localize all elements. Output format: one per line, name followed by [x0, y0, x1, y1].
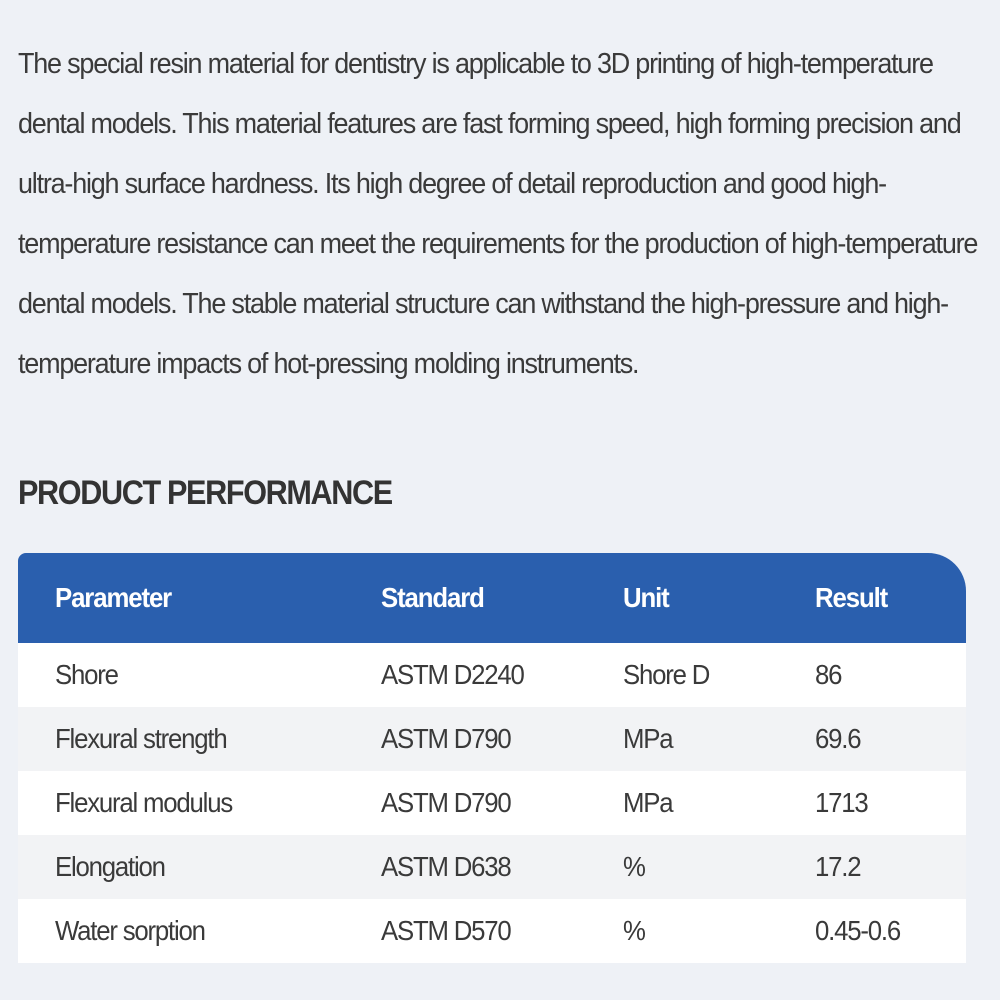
description-line: dental models. This material features ar…: [18, 108, 962, 140]
cell-result: 86: [815, 659, 842, 690]
description-line: The special resin material for dentistry…: [18, 48, 934, 80]
column-header-parameter: Parameter: [55, 582, 172, 613]
column-header-result: Result: [815, 582, 888, 613]
cell-standard: ASTM D638: [381, 851, 512, 882]
cell-parameter: Water sorption: [55, 915, 206, 946]
description-line: temperature resistance can meet the requ…: [18, 228, 978, 260]
cell-result: 1713: [815, 787, 869, 818]
cell-unit: MPa: [623, 787, 674, 818]
performance-table: Parameter Standard Unit Result Shore AST…: [18, 553, 966, 963]
cell-unit: Shore D: [623, 659, 710, 690]
cell-parameter: Elongation: [55, 851, 166, 882]
table-row: Shore ASTM D2240 Shore D 86: [18, 643, 966, 707]
table-row: Elongation ASTM D638 % 17.2: [18, 835, 966, 899]
table-row: Flexural modulus ASTM D790 MPa 1713: [18, 771, 966, 835]
description-line: dental models. The stable material struc…: [18, 288, 949, 320]
cell-standard: ASTM D570: [381, 915, 512, 946]
column-header-unit: Unit: [623, 582, 670, 613]
cell-parameter: Flexural strength: [55, 723, 228, 754]
description-line: temperature impacts of hot-pressing mold…: [18, 348, 640, 380]
cell-result: 69.6: [815, 723, 862, 754]
cell-standard: ASTM D2240: [381, 659, 525, 690]
cell-unit: %: [623, 915, 646, 946]
table-row: Flexural strength ASTM D790 MPa 69.6: [18, 707, 966, 771]
section-title: PRODUCT PERFORMANCE: [18, 474, 393, 512]
cell-standard: ASTM D790: [381, 723, 512, 754]
table-body: Shore ASTM D2240 Shore D 86 Flexural str…: [18, 643, 966, 963]
description-line: ultra-high surface hardness. Its high de…: [18, 168, 887, 200]
cell-result: 0.45-0.6: [815, 915, 901, 946]
cell-parameter: Shore: [55, 659, 119, 690]
cell-result: 17.2: [815, 851, 862, 882]
table-header: Parameter Standard Unit Result: [18, 553, 966, 643]
cell-unit: MPa: [623, 723, 674, 754]
table-row: Water sorption ASTM D570 % 0.45-0.6: [18, 899, 966, 963]
column-header-standard: Standard: [381, 582, 485, 613]
cell-standard: ASTM D790: [381, 787, 512, 818]
product-description: The special resin material for dentistry…: [18, 34, 998, 394]
cell-unit: %: [623, 851, 646, 882]
cell-parameter: Flexural modulus: [55, 787, 233, 818]
